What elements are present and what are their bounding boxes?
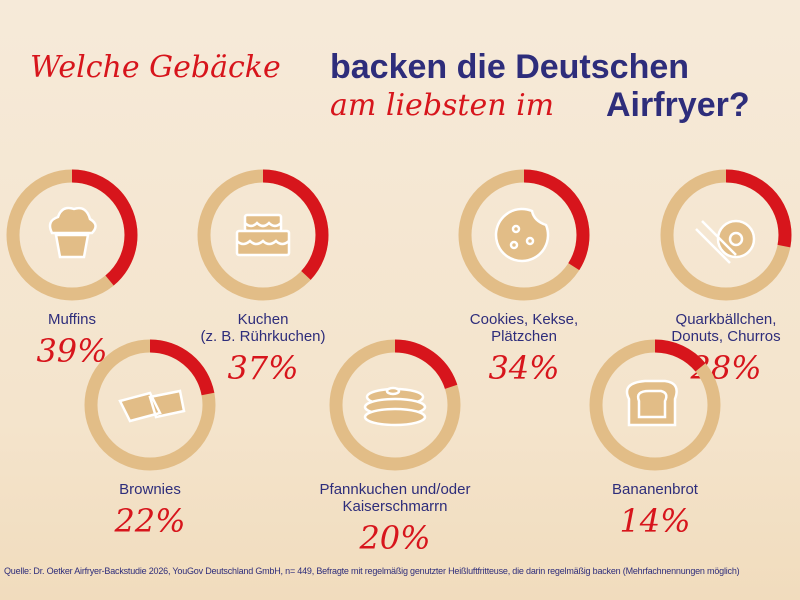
ring-value <box>329 339 461 471</box>
item-label: Brownies <box>50 481 250 498</box>
item-4: Brownies 22% <box>50 335 250 540</box>
item-label-line: Cookies, Kekse, <box>469 311 579 328</box>
donut-ring <box>84 339 216 471</box>
ring-value <box>660 169 792 301</box>
item-2: Cookies, Kekse, Plätzchen 34% <box>424 165 624 387</box>
item-label: Pfannkuchen und/oder Kaiserschmarrn <box>295 481 495 515</box>
item-5: Pfannkuchen und/oder Kaiserschmarrn 20% <box>295 335 495 557</box>
item-percent: 37% <box>227 349 299 387</box>
item-label-line: Brownies <box>119 481 181 498</box>
item-label: Muffins <box>0 311 144 328</box>
item-label-line: Pfannkuchen und/oder <box>319 481 471 498</box>
ring-value <box>84 339 216 471</box>
item-label-line: (z. B. Rührkuchen) <box>200 328 326 345</box>
title-part-4: Airfryer? <box>606 86 750 124</box>
cake-icon <box>235 213 291 257</box>
donut-churro-icon <box>695 219 756 264</box>
ring-value <box>458 169 590 301</box>
item-label-line: Plätzchen <box>491 328 557 345</box>
donut-ring <box>6 169 138 301</box>
donut-ring <box>589 339 721 471</box>
donut-ring <box>197 169 329 301</box>
ring-value <box>197 169 329 301</box>
item-label: Quarkbällchen, Donuts, Churros <box>654 311 798 345</box>
item-percent: 20% <box>359 519 431 557</box>
item-percent: 14% <box>619 502 691 540</box>
donut-ring <box>329 339 461 471</box>
pancake-icon <box>363 386 427 427</box>
cookie-icon <box>494 207 550 263</box>
donut-ring <box>660 169 792 301</box>
item-1: Kuchen (z. B. Rührkuchen) 37% <box>163 165 363 387</box>
source-note: Quelle: Dr. Oetker Airfryer-Backstudie 2… <box>4 566 740 576</box>
title-part-1: Welche Gebäcke <box>30 50 281 85</box>
item-label-line: Kaiserschmarrn <box>342 498 448 515</box>
item-label: Bananenbrot <box>555 481 755 498</box>
title-part-2: backen die Deutschen <box>330 48 690 86</box>
item-percent: 39% <box>36 332 108 370</box>
brownie-icon <box>118 389 186 423</box>
item-label-line: Quarkbällchen, <box>675 311 777 328</box>
donut-ring <box>458 169 590 301</box>
item-label: Kuchen (z. B. Rührkuchen) <box>163 311 363 345</box>
item-label-line: Muffins <box>47 311 97 328</box>
item-percent: 22% <box>114 502 186 540</box>
item-label-line: Bananenbrot <box>612 481 698 498</box>
item-6: Bananenbrot 14% <box>555 335 755 540</box>
ring-value <box>6 169 138 301</box>
item-0: Muffins 39% <box>0 165 144 370</box>
ring-value <box>589 339 721 471</box>
item-label: Cookies, Kekse, Plätzchen <box>424 311 624 345</box>
item-percent: 34% <box>488 349 560 387</box>
item-label-line: Donuts, Churros <box>671 328 781 345</box>
item-label-line: Kuchen <box>237 311 289 328</box>
muffin-icon <box>48 206 97 259</box>
title-part-3: am liebsten im <box>330 88 555 123</box>
bread-icon <box>625 379 678 427</box>
